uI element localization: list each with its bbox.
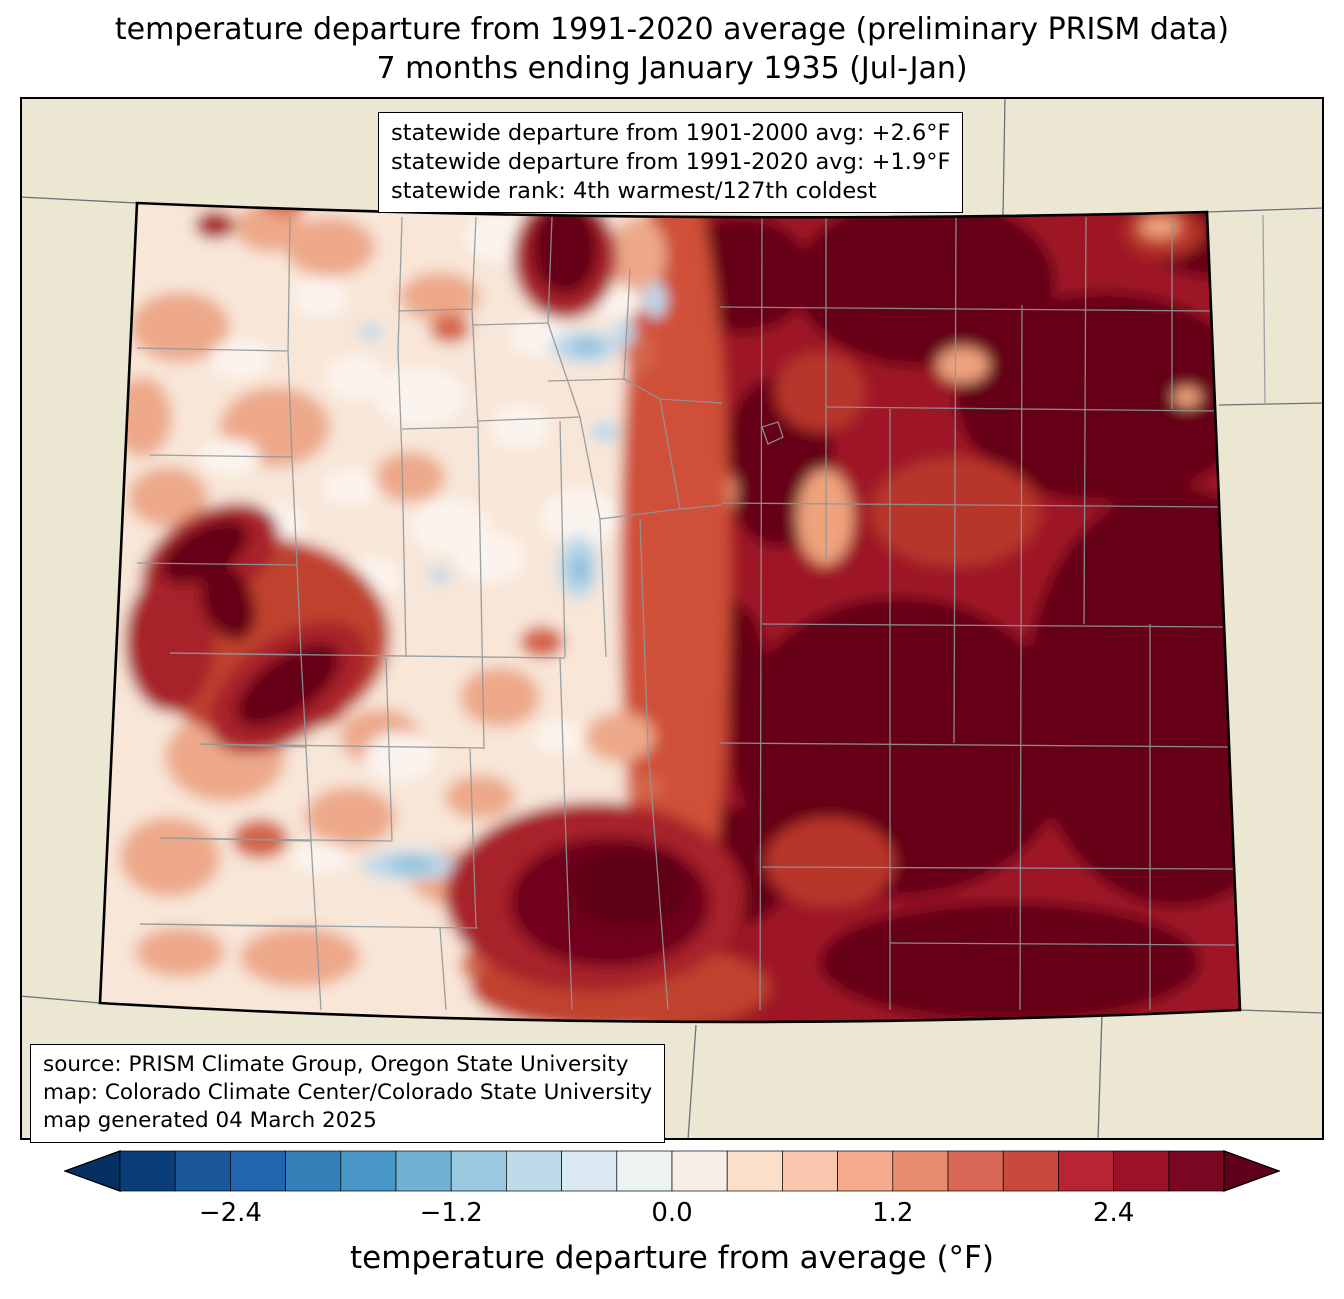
colorbar-tick-label: 2.4 [1092, 1198, 1135, 1228]
colorbar-segment [174, 1150, 231, 1192]
figure-title: temperature departure from 1991-2020 ave… [0, 10, 1344, 88]
colorbar-segment [561, 1150, 618, 1192]
source-box: source: PRISM Climate Group, Oregon Stat… [30, 1044, 666, 1143]
colorbar-segment [285, 1150, 342, 1192]
title-line-1: temperature departure from 1991-2020 ave… [114, 12, 1230, 47]
colorbar-tick-label: −2.4 [198, 1198, 262, 1228]
source-line-3: map generated 04 March 2025 [43, 1107, 377, 1133]
colorbar-segment [119, 1150, 176, 1192]
colorbar-segment [837, 1150, 894, 1192]
colorbar-over-arrow [1223, 1150, 1282, 1192]
colorbar-segment [892, 1150, 949, 1192]
colorbar-segment [395, 1150, 452, 1192]
colorbar-segment [450, 1150, 507, 1192]
colorbar-segment [671, 1150, 728, 1192]
colorbar-segment [506, 1150, 562, 1192]
source-line-1: source: PRISM Climate Group, Oregon Stat… [43, 1052, 629, 1077]
colorbar-tick-label: 1.2 [872, 1198, 914, 1228]
county-boundaries [136, 216, 1236, 1011]
colorbar [62, 1150, 1282, 1192]
colorbar-segment [726, 1150, 783, 1192]
neighbor-state-lines [20, 97, 1324, 1140]
stats-line-2: statewide departure from 1991-2020 avg: … [391, 148, 951, 175]
colorbar-segment [616, 1150, 673, 1192]
colorado-map-svg [20, 97, 1324, 1140]
stats-line-3: statewide rank: 4th warmest/127th coldes… [391, 177, 877, 204]
colorbar-svg [62, 1150, 1282, 1192]
colorbar-segment [1168, 1150, 1225, 1192]
colorbar-segment [1113, 1150, 1170, 1192]
colorbar-ticks: −2.4 −1.2 0.0 1.2 2.4 [64, 1198, 1280, 1232]
colorbar-segment [230, 1150, 286, 1192]
title-line-2: 7 months ending January 1935 (Jul-Jan) [376, 51, 968, 86]
map-area: statewide departure from 1901-2000 avg: … [20, 97, 1324, 1143]
temperature-contour-fill [100, 203, 1240, 1022]
colorbar-under-arrow [62, 1150, 121, 1192]
axes-frame [20, 97, 1324, 1140]
colorbar-segment [340, 1150, 397, 1192]
state-border [98, 201, 1242, 1024]
colorbar-segment [1058, 1150, 1114, 1192]
colorbar-segment [947, 1150, 1004, 1192]
colorbar-tick-label: −1.2 [419, 1198, 483, 1228]
colorbar-segment [782, 1150, 838, 1192]
source-line-2: map: Colorado Climate Center/Colorado St… [43, 1079, 653, 1105]
stats-line-1: statewide departure from 1901-2000 avg: … [391, 120, 951, 146]
colorbar-segment [1002, 1150, 1059, 1192]
stats-box: statewide departure from 1901-2000 avg: … [378, 112, 964, 214]
colorbar-axis-label: temperature departure from average (°F) [350, 1240, 994, 1276]
colorbar-tick-label: 0.0 [651, 1198, 693, 1228]
